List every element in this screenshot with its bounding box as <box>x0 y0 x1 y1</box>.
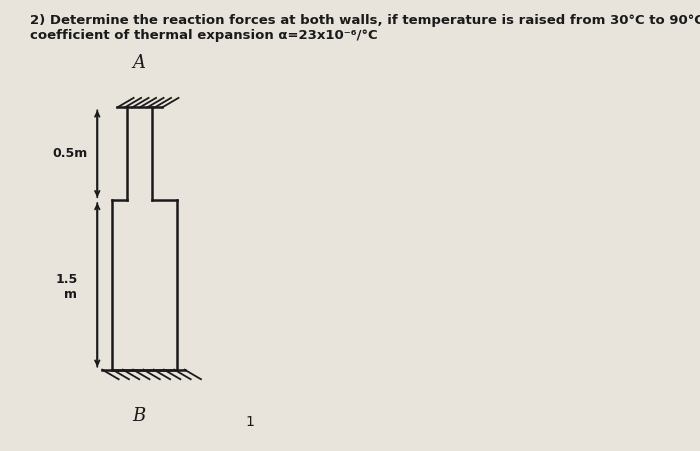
Text: A: A <box>132 54 145 72</box>
Text: 1.5
m: 1.5 m <box>55 272 77 300</box>
Text: 0.5m: 0.5m <box>52 147 88 160</box>
Text: B: B <box>132 406 146 424</box>
Text: 1: 1 <box>245 414 254 428</box>
Text: 2) Determine the reaction forces at both walls, if temperature is raised from 30: 2) Determine the reaction forces at both… <box>30 14 700 41</box>
